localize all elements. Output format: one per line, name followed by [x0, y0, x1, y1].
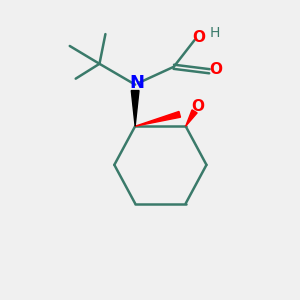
Text: N: N [129, 74, 144, 92]
Text: O: O [209, 62, 222, 77]
Text: H: H [210, 26, 220, 40]
Polygon shape [186, 110, 197, 126]
Polygon shape [135, 112, 181, 126]
Text: O: O [193, 30, 206, 45]
Polygon shape [131, 91, 139, 126]
Text: O: O [191, 99, 204, 114]
